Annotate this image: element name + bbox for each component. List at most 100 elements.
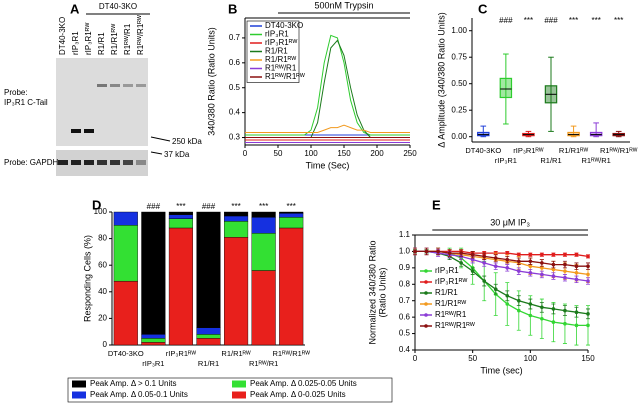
point bbox=[563, 321, 567, 326]
bar-segment bbox=[141, 211, 166, 335]
point bbox=[482, 279, 487, 283]
x-tick-label: DT40-3KO bbox=[465, 146, 501, 155]
y-tick-label: 0.50 bbox=[451, 79, 467, 88]
significance: *** bbox=[591, 16, 600, 25]
point bbox=[551, 274, 556, 278]
x-axis-label: Time (Sec) bbox=[306, 160, 350, 170]
band bbox=[97, 84, 107, 87]
legend-label: Peak Amp. Δ 0-0.025 Units bbox=[250, 390, 346, 399]
y-tick-label: 0.25 bbox=[451, 105, 467, 114]
significance: *** bbox=[614, 16, 623, 25]
y-tick-label: 0.5 bbox=[229, 83, 241, 92]
x-tick-label: 0 bbox=[413, 354, 418, 363]
x-tick-label: 100 bbox=[524, 354, 538, 363]
x-tick-label: 50 bbox=[274, 149, 283, 158]
box bbox=[567, 131, 580, 137]
legend-label: Peak Amp. Δ > 0.1 Units bbox=[90, 379, 177, 388]
point bbox=[540, 252, 544, 257]
bar-segment bbox=[279, 227, 304, 346]
series-line bbox=[415, 250, 589, 258]
x-tick-label: R1/R1ᴿᵂ bbox=[559, 146, 589, 155]
bar-segment bbox=[251, 217, 276, 234]
point bbox=[540, 305, 544, 310]
x-tick-label: R1ᴿᵂ/R1ᴿᵂ bbox=[600, 146, 638, 155]
legend-box bbox=[246, 20, 300, 83]
legend-swatch bbox=[72, 391, 86, 399]
lane-label: R1/R1ᴿᵂ bbox=[110, 24, 119, 55]
bar-segment bbox=[224, 221, 249, 238]
point bbox=[470, 257, 475, 262]
point bbox=[551, 307, 556, 311]
box bbox=[499, 77, 513, 99]
legend-marker bbox=[424, 291, 428, 295]
lane-label: DT40-3KO bbox=[58, 17, 67, 55]
y-tick-label: 0.6 bbox=[229, 58, 241, 67]
marker-arrow bbox=[150, 151, 163, 155]
y-tick-label: 0.7 bbox=[399, 296, 411, 305]
point bbox=[482, 261, 487, 265]
bar-segment bbox=[113, 211, 138, 226]
panel-letter: A bbox=[70, 1, 80, 16]
point bbox=[528, 264, 533, 269]
significance: *** bbox=[176, 202, 185, 211]
x-tick-label: DT40-3KO bbox=[108, 349, 144, 358]
significance: *** bbox=[569, 16, 578, 25]
legend-label: rIP₃R1 bbox=[265, 30, 289, 39]
series-line bbox=[415, 250, 589, 282]
point bbox=[551, 252, 556, 257]
point bbox=[551, 320, 556, 324]
point bbox=[528, 302, 533, 306]
point bbox=[413, 249, 417, 254]
panel-letter: B bbox=[228, 1, 237, 16]
point bbox=[517, 252, 521, 257]
probe-label: IP₃R1 C-Tail bbox=[4, 98, 48, 107]
legend-label: R1/R1ᴿᵂ bbox=[265, 55, 296, 64]
band bbox=[84, 160, 94, 165]
lane-label: rIP₃R1ᴿᵂ bbox=[84, 23, 93, 55]
significance: ### bbox=[544, 16, 558, 25]
point bbox=[528, 313, 533, 318]
legend-marker bbox=[424, 269, 428, 273]
point bbox=[517, 298, 521, 303]
y-axis-label: Responding Cells (%) bbox=[82, 235, 92, 322]
legend-label: Peak Amp. Δ 0.05-0.1 Units bbox=[90, 390, 188, 399]
point bbox=[574, 323, 579, 328]
point bbox=[424, 249, 429, 254]
band bbox=[97, 160, 107, 165]
legend-marker bbox=[424, 280, 428, 284]
y-tick-label: 1.1 bbox=[399, 230, 411, 239]
legend-label: R1/R1ᴿᵂ bbox=[435, 299, 466, 308]
y-tick-label: 0.3 bbox=[229, 133, 241, 142]
bar-segment bbox=[224, 215, 249, 222]
bar-segment bbox=[168, 214, 193, 219]
legend-swatch bbox=[232, 380, 246, 388]
point bbox=[586, 272, 590, 277]
band bbox=[110, 84, 120, 87]
point bbox=[493, 256, 498, 260]
point bbox=[436, 249, 440, 254]
blot-group-label: DT40-3KO bbox=[99, 2, 137, 11]
box bbox=[477, 131, 490, 137]
series-line bbox=[415, 250, 588, 267]
y-tick-label: 80 bbox=[98, 234, 107, 243]
point bbox=[586, 254, 590, 259]
y-axis-label: Δ Amplitude (340/380 Ratio Units) bbox=[436, 12, 446, 148]
point bbox=[447, 251, 452, 255]
x-tick-label: rIP₃R1 bbox=[142, 359, 164, 368]
bar-segment bbox=[113, 225, 138, 282]
blot-bands bbox=[58, 84, 146, 165]
probe-label: Probe: bbox=[4, 88, 28, 97]
bar-segment bbox=[279, 213, 304, 218]
point bbox=[540, 266, 544, 270]
x-tick-label: 150 bbox=[337, 149, 351, 158]
significance: *** bbox=[231, 202, 240, 211]
x-tick-label: R1ᴿᵂ/R1ᴿᵂ bbox=[273, 349, 311, 358]
point bbox=[563, 252, 567, 257]
y-axis-label: Normalized 340/380 Ratio bbox=[367, 240, 377, 344]
legend-label: R1ᴿᵂ/R1ᴿᵂ bbox=[435, 321, 475, 330]
band bbox=[71, 129, 81, 133]
marker-arrow bbox=[150, 136, 171, 142]
bar-segment bbox=[251, 211, 276, 218]
series-line bbox=[245, 124, 410, 133]
bar-segment bbox=[224, 211, 249, 217]
